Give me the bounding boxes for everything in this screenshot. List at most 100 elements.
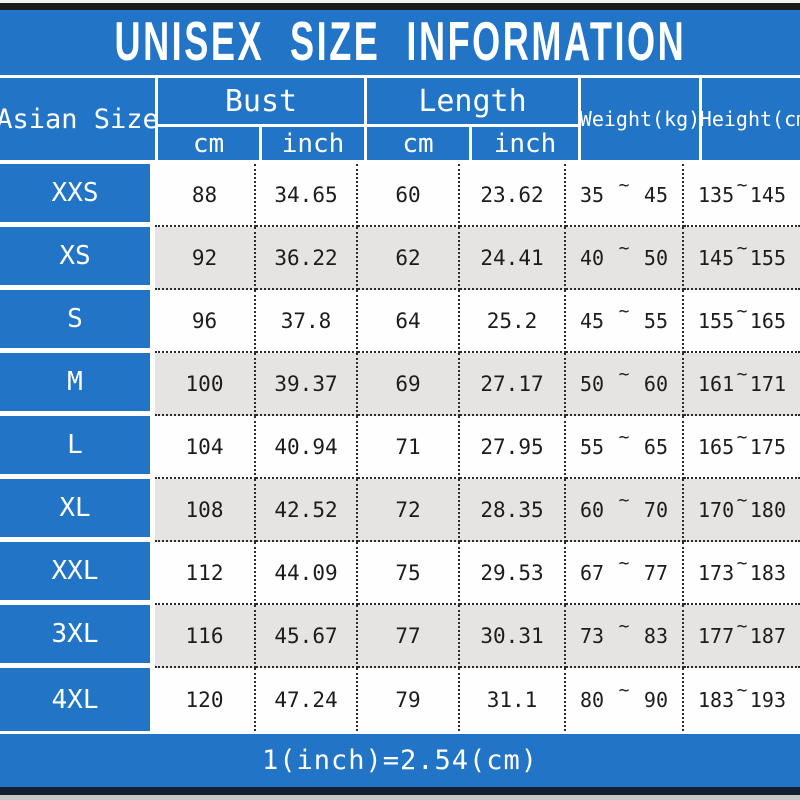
size-label: 3XL bbox=[0, 605, 155, 668]
height-max: 155 bbox=[749, 245, 786, 270]
tilde-glyph: ~ bbox=[736, 680, 748, 701]
size-label: XS bbox=[0, 227, 155, 290]
height-max: 193 bbox=[749, 687, 786, 712]
length-cm-value: 79 bbox=[358, 668, 460, 731]
length-inch-value: 30.31 bbox=[460, 605, 566, 668]
weight-range: 80 ~ 90 bbox=[566, 668, 684, 731]
weight-min: 40 bbox=[580, 245, 605, 270]
length-cm-value: 77 bbox=[358, 605, 460, 668]
length-cm-value: 62 bbox=[358, 227, 460, 290]
height-max: 180 bbox=[749, 497, 786, 522]
tilde-glyph: ~ bbox=[618, 490, 630, 511]
header-asian-size: Asian Size bbox=[0, 78, 159, 160]
weight-max: 83 bbox=[643, 623, 668, 648]
bust-inch-value: 45.67 bbox=[256, 605, 358, 668]
weight-min: 60 bbox=[580, 497, 605, 522]
height-max: 183 bbox=[749, 560, 786, 585]
table-row-xs: XS 92 36.22 62 24.41 40 ~ 50 145 ~ 155 bbox=[0, 227, 800, 290]
header-length: Length bbox=[367, 78, 578, 124]
height-min: 183 bbox=[698, 687, 735, 712]
bust-inch-value: 47.24 bbox=[256, 668, 358, 731]
length-cm-value: 75 bbox=[358, 542, 460, 605]
weight-max: 77 bbox=[643, 560, 668, 585]
tilde-glyph: ~ bbox=[736, 301, 748, 322]
weight-max: 45 bbox=[643, 182, 668, 207]
page-title: UNISEX SIZE INFORMATION bbox=[114, 11, 686, 73]
top-white-sliver bbox=[0, 0, 800, 3]
height-max: 171 bbox=[749, 371, 786, 396]
size-label: S bbox=[0, 290, 155, 353]
bust-inch-value: 42.52 bbox=[256, 479, 358, 542]
footer-band: 1(inch)=2.54(cm) bbox=[0, 734, 800, 787]
height-min: 145 bbox=[698, 245, 735, 270]
size-label: M bbox=[0, 353, 155, 416]
height-min: 177 bbox=[698, 623, 735, 648]
length-inch-value: 24.41 bbox=[460, 227, 566, 290]
weight-max: 70 bbox=[643, 497, 668, 522]
bust-inch-value: 40.94 bbox=[256, 416, 358, 479]
header-bust-inch: inch bbox=[262, 127, 364, 160]
weight-max: 65 bbox=[643, 434, 668, 459]
height-range: 145 ~ 155 bbox=[684, 227, 800, 290]
weight-range: 60 ~ 70 bbox=[566, 479, 684, 542]
weight-min: 67 bbox=[580, 560, 605, 585]
height-range: 173 ~ 183 bbox=[684, 542, 800, 605]
table-row-4xl: 4XL 120 47.24 79 31.1 80 ~ 90 183 ~ 193 bbox=[0, 668, 800, 731]
height-max: 175 bbox=[749, 434, 786, 459]
table-row-3xl: 3XL 116 45.67 77 30.31 73 ~ 83 177 ~ 187 bbox=[0, 605, 800, 668]
bust-cm-value: 120 bbox=[155, 668, 256, 731]
bottom-black-bar bbox=[0, 787, 800, 795]
weight-max: 55 bbox=[643, 308, 668, 333]
table-row-xxl: XXL 112 44.09 75 29.53 67 ~ 77 173 ~ 183 bbox=[0, 542, 800, 605]
tilde-glyph: ~ bbox=[736, 490, 748, 511]
header-bust-cm: cm bbox=[158, 127, 259, 160]
length-cm-value: 72 bbox=[358, 479, 460, 542]
divider bbox=[0, 731, 800, 734]
conversion-note: 1(inch)=2.54(cm) bbox=[261, 745, 539, 776]
bust-inch-value: 34.65 bbox=[256, 164, 358, 227]
bust-cm-value: 100 bbox=[155, 353, 256, 416]
table-row-m: M 100 39.37 69 27.17 50 ~ 60 161 ~ 171 bbox=[0, 353, 800, 416]
size-label: 4XL bbox=[0, 668, 155, 731]
tilde-glyph: ~ bbox=[736, 427, 748, 448]
weight-range: 40 ~ 50 bbox=[566, 227, 684, 290]
title-band: UNISEX SIZE INFORMATION bbox=[0, 10, 800, 75]
divider bbox=[0, 160, 800, 164]
height-range: 155 ~ 165 bbox=[684, 290, 800, 353]
weight-range: 73 ~ 83 bbox=[566, 605, 684, 668]
weight-min: 45 bbox=[580, 308, 605, 333]
tilde-glyph: ~ bbox=[736, 616, 748, 637]
height-range: 135 ~ 145 bbox=[684, 164, 800, 227]
tilde-glyph: ~ bbox=[736, 553, 748, 574]
tilde-glyph: ~ bbox=[618, 364, 630, 385]
weight-min: 73 bbox=[580, 623, 605, 648]
tilde-glyph: ~ bbox=[736, 364, 748, 385]
bust-cm-value: 88 bbox=[155, 164, 256, 227]
length-cm-value: 64 bbox=[358, 290, 460, 353]
header-height-cm: Height(cm) bbox=[700, 78, 800, 160]
height-max: 145 bbox=[749, 182, 786, 207]
length-cm-value: 69 bbox=[358, 353, 460, 416]
height-range: 165 ~ 175 bbox=[684, 416, 800, 479]
bust-cm-value: 92 bbox=[155, 227, 256, 290]
weight-min: 55 bbox=[580, 434, 605, 459]
top-black-bar bbox=[0, 3, 800, 10]
height-range: 177 ~ 187 bbox=[684, 605, 800, 668]
size-label: XXL bbox=[0, 542, 155, 605]
table-row-s: S 96 37.8 64 25.2 45 ~ 55 155 ~ 165 bbox=[0, 290, 800, 353]
weight-range: 67 ~ 77 bbox=[566, 542, 684, 605]
weight-min: 80 bbox=[580, 687, 605, 712]
height-min: 170 bbox=[698, 497, 735, 522]
height-range: 161 ~ 171 bbox=[684, 353, 800, 416]
length-inch-value: 29.53 bbox=[460, 542, 566, 605]
height-min: 173 bbox=[698, 560, 735, 585]
height-min: 161 bbox=[698, 371, 735, 396]
bust-inch-value: 37.8 bbox=[256, 290, 358, 353]
tilde-glyph: ~ bbox=[618, 175, 630, 196]
height-min: 135 bbox=[698, 182, 735, 207]
tilde-glyph: ~ bbox=[618, 680, 630, 701]
height-range: 170 ~ 180 bbox=[684, 479, 800, 542]
weight-max: 90 bbox=[643, 687, 668, 712]
bust-cm-value: 104 bbox=[155, 416, 256, 479]
